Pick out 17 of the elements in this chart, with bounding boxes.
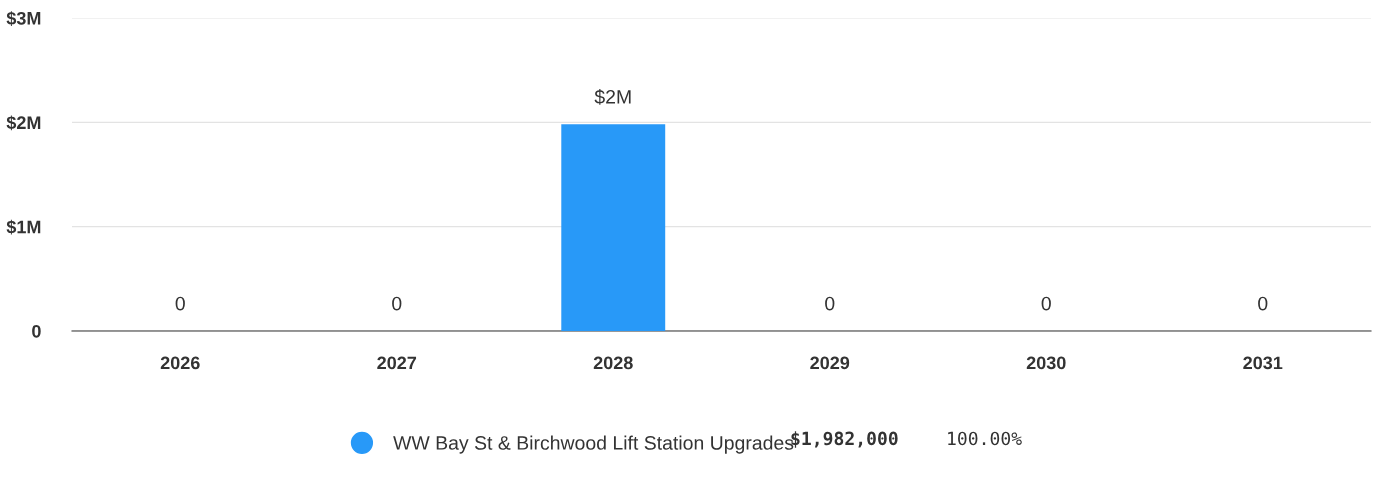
data-label: 0 — [175, 296, 185, 311]
x-tick-label: 2027 — [377, 356, 417, 370]
x-tick-label: 2028 — [593, 356, 633, 370]
x-tick-label: 2026 — [160, 356, 200, 370]
text: 100.00% — [948, 431, 1022, 446]
y-tick-label: $2M — [6, 115, 41, 131]
data-label: $2M — [594, 89, 631, 105]
data-label: 0 — [1258, 296, 1268, 311]
data-label: 0 — [1041, 296, 1051, 311]
data-label: 0 — [392, 296, 402, 311]
data-label: 0 — [825, 296, 835, 311]
y-tick-label: $1M — [6, 219, 41, 235]
y-tick-label: $3M — [6, 11, 41, 26]
y-tick-label: 0 — [32, 324, 41, 338]
x-tick-label: 2031 — [1243, 356, 1283, 370]
x-tick-label: 2030 — [1026, 356, 1066, 370]
x-tick-label: 2029 — [810, 356, 850, 370]
